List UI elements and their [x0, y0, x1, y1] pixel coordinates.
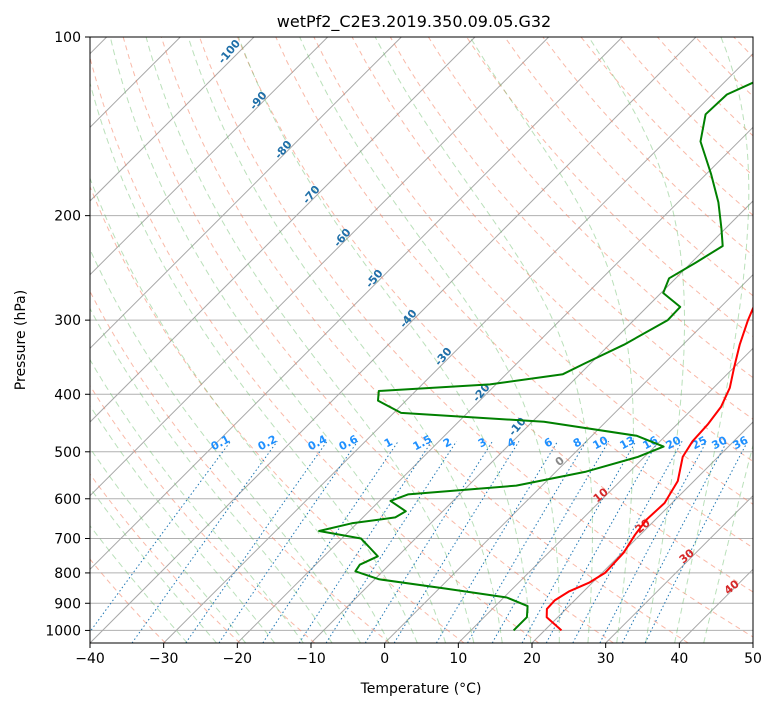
- x-tick-label: 10: [449, 651, 467, 667]
- x-tick-label: −10: [296, 651, 326, 667]
- y-tick-label: 600: [54, 492, 81, 508]
- y-tick-label: 300: [54, 313, 81, 329]
- x-axis-label: Temperature (°C): [360, 681, 482, 697]
- y-tick-label: 700: [54, 532, 81, 548]
- y-tick-label: 400: [54, 387, 81, 403]
- x-tick-label: 0: [380, 651, 389, 667]
- x-tick-label: 40: [670, 651, 688, 667]
- x-tick-label: −40: [75, 651, 105, 667]
- y-tick-label: 200: [54, 209, 81, 225]
- x-tick-label: −30: [149, 651, 179, 667]
- x-tick-label: 30: [597, 651, 615, 667]
- y-tick-label: 800: [54, 566, 81, 582]
- y-tick-label: 100: [54, 30, 81, 46]
- x-tick-label: 20: [523, 651, 541, 667]
- y-tick-label: 900: [54, 596, 81, 612]
- y-tick-label: 1000: [45, 623, 81, 639]
- y-axis-label: Pressure (hPa): [13, 290, 29, 390]
- x-tick-label: 50: [744, 651, 762, 667]
- x-tick-label: −20: [223, 651, 253, 667]
- y-tick-label: 500: [54, 445, 81, 461]
- chart-title: wetPf2_C2E3.2019.350.09.05.G32: [277, 12, 551, 32]
